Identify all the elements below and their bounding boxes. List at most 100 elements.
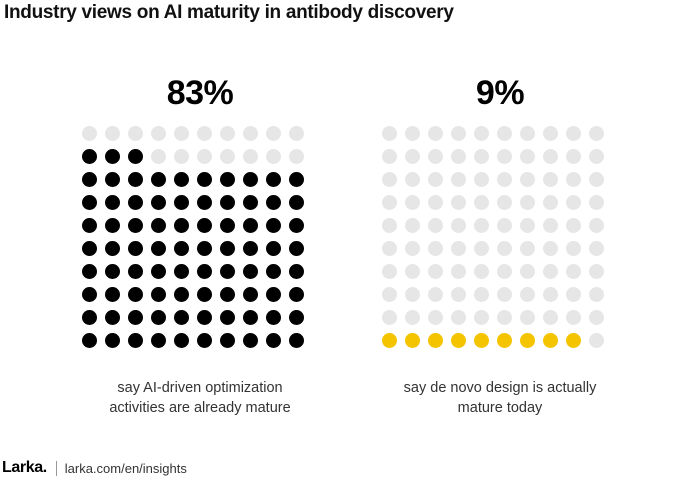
empty-dot	[219, 148, 235, 164]
empty-dot	[381, 194, 397, 210]
empty-dot	[565, 171, 581, 187]
filled-dot	[173, 286, 189, 302]
filled-dot	[150, 286, 166, 302]
empty-dot	[104, 125, 120, 141]
empty-dot	[519, 194, 535, 210]
empty-dot	[542, 217, 558, 233]
empty-dot	[450, 125, 466, 141]
empty-dot	[542, 309, 558, 325]
chart-title: Industry views on AI maturity in antibod…	[4, 2, 454, 23]
filled-dot	[196, 240, 212, 256]
empty-dot	[496, 125, 512, 141]
filled-dot	[242, 194, 258, 210]
empty-dot	[473, 125, 489, 141]
empty-dot	[242, 148, 258, 164]
empty-dot	[427, 148, 443, 164]
filled-dot	[288, 332, 304, 348]
filled-dot	[173, 263, 189, 279]
filled-dot	[196, 217, 212, 233]
filled-dot	[242, 171, 258, 187]
empty-dot	[450, 217, 466, 233]
empty-dot	[519, 148, 535, 164]
filled-dot	[150, 217, 166, 233]
filled-dot	[219, 171, 235, 187]
filled-dot	[127, 240, 143, 256]
filled-dot	[219, 263, 235, 279]
empty-dot	[404, 286, 420, 302]
filled-dot	[150, 332, 166, 348]
empty-dot	[473, 194, 489, 210]
caption-line: say de novo design is actually	[403, 380, 597, 396]
filled-dot	[219, 217, 235, 233]
filled-dot	[196, 309, 212, 325]
empty-dot	[427, 309, 443, 325]
empty-dot	[381, 263, 397, 279]
empty-dot	[519, 217, 535, 233]
empty-dot	[496, 263, 512, 279]
empty-dot	[150, 125, 166, 141]
filled-dot	[242, 286, 258, 302]
filled-dot	[104, 286, 120, 302]
filled-dot	[219, 286, 235, 302]
filled-dot	[104, 240, 120, 256]
empty-dot	[242, 125, 258, 141]
percentage-label: 9%	[475, 74, 525, 112]
filled-dot	[565, 332, 581, 348]
footer-link[interactable]: larka.com/en/insights	[64, 460, 187, 476]
empty-dot	[404, 240, 420, 256]
filled-dot	[288, 194, 304, 210]
empty-dot	[519, 286, 535, 302]
filled-dot	[104, 217, 120, 233]
empty-dot	[427, 263, 443, 279]
filled-dot	[173, 217, 189, 233]
empty-dot	[473, 286, 489, 302]
empty-dot	[496, 194, 512, 210]
empty-dot	[496, 148, 512, 164]
filled-dot	[127, 309, 143, 325]
filled-dot	[219, 309, 235, 325]
empty-dot	[588, 332, 604, 348]
empty-dot	[381, 240, 397, 256]
empty-dot	[404, 194, 420, 210]
filled-dot	[173, 171, 189, 187]
filled-dot	[81, 194, 97, 210]
filled-dot	[150, 309, 166, 325]
empty-dot	[588, 309, 604, 325]
filled-dot	[242, 263, 258, 279]
empty-dot	[519, 171, 535, 187]
empty-dot	[496, 240, 512, 256]
empty-dot	[565, 217, 581, 233]
empty-dot	[496, 286, 512, 302]
empty-dot	[565, 125, 581, 141]
empty-dot	[196, 148, 212, 164]
caption-line: say AI-driven optimization	[117, 380, 283, 396]
filled-dot	[173, 194, 189, 210]
filled-dot	[81, 217, 97, 233]
empty-dot	[81, 125, 97, 141]
empty-dot	[173, 148, 189, 164]
empty-dot	[381, 171, 397, 187]
empty-dot	[381, 125, 397, 141]
filled-dot	[81, 240, 97, 256]
empty-dot	[150, 148, 166, 164]
empty-dot	[588, 240, 604, 256]
filled-dot	[288, 217, 304, 233]
empty-dot	[588, 171, 604, 187]
filled-dot	[173, 309, 189, 325]
empty-dot	[473, 171, 489, 187]
chart-caption: say AI-driven optimization activities ar…	[75, 378, 325, 418]
filled-dot	[104, 171, 120, 187]
filled-dot	[196, 171, 212, 187]
filled-dot	[519, 332, 535, 348]
filled-dot	[81, 286, 97, 302]
empty-dot	[404, 171, 420, 187]
filled-dot	[81, 171, 97, 187]
empty-dot	[519, 263, 535, 279]
empty-dot	[542, 125, 558, 141]
filled-dot	[288, 286, 304, 302]
empty-dot	[565, 263, 581, 279]
filled-dot	[265, 217, 281, 233]
filled-dot	[150, 240, 166, 256]
empty-dot	[404, 309, 420, 325]
filled-dot	[196, 332, 212, 348]
